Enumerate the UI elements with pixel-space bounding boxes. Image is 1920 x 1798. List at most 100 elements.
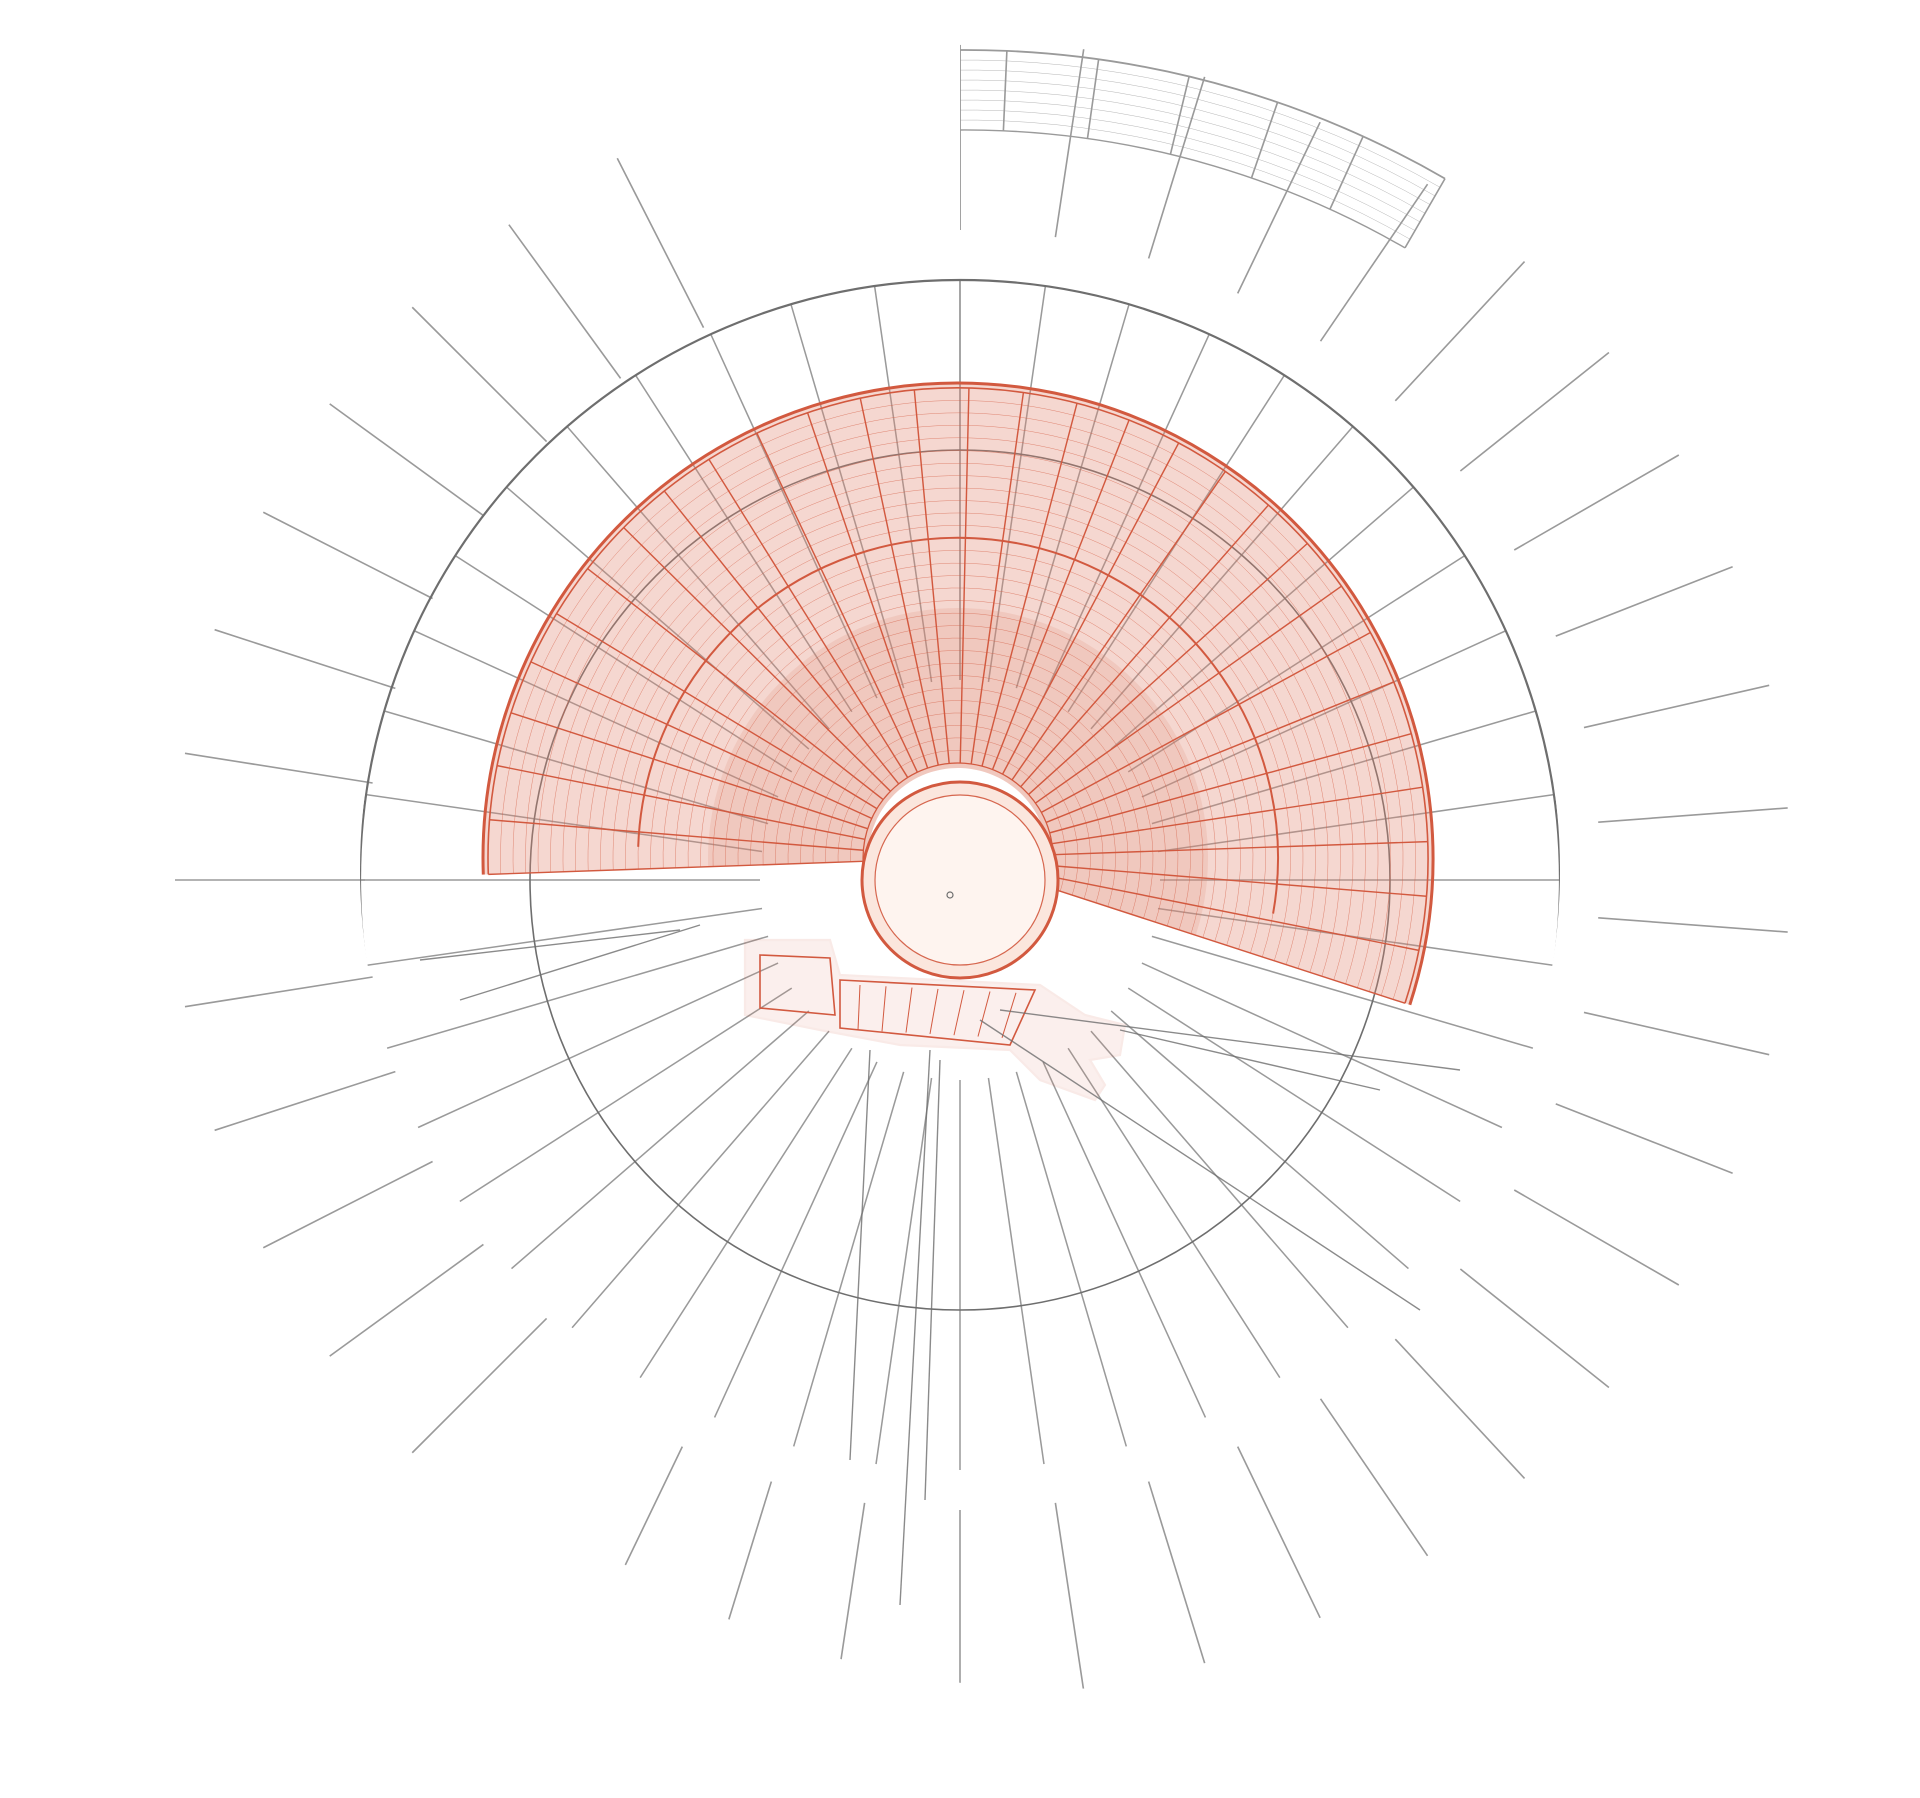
- center-point: [946, 891, 954, 899]
- outer-ring-aisle: [241, 1190, 406, 1285]
- outer-ring-aisle: [1459, 351, 1610, 472]
- outer-ring-aisle: [1147, 76, 1206, 259]
- left-ring-aisle: [1423, 307, 1557, 441]
- left-ring-aisle: [1177, 1470, 1236, 1651]
- stray-line: [849, 1049, 871, 1461]
- highlight-rows-aisle: [1028, 542, 1308, 795]
- outer-ring-aisle: [1054, 49, 1085, 238]
- outer-ring-aisle: [1459, 1268, 1610, 1389]
- outer-ring-aisle: [311, 1269, 460, 1387]
- outer-ring-aisle: [132, 808, 321, 822]
- outer-ring-aisle: [395, 262, 524, 401]
- left-ring-aisle: [1597, 753, 1785, 783]
- highlight-rows-aisle: [556, 612, 878, 810]
- middle-ring-aisle: [790, 1071, 905, 1456]
- outer-ring-aisle: [151, 1012, 336, 1054]
- left-ring-aisle: [411, 1317, 548, 1454]
- middle-ring-aisle: [1042, 333, 1210, 699]
- middle-ring-aisle: [1127, 987, 1466, 1206]
- left-ring-aisle: [857, 140, 889, 268]
- stray-line: [899, 1049, 931, 1606]
- outer-ring-aisle: [187, 1104, 364, 1173]
- middle-ring-aisle: [413, 962, 779, 1130]
- outer-ring-aisle: [311, 353, 460, 471]
- outer-top-block-seat-row: [580, 99, 1421, 223]
- outer-top-block-seat-row: [563, 59, 1441, 188]
- stage-partition: [881, 986, 887, 1032]
- outer-ring-aisle: [1598, 917, 1788, 933]
- highlight-rows-aisle: [859, 398, 939, 766]
- left-ring-aisle: [1487, 1244, 1641, 1356]
- middle-ring-aisle: [384, 710, 769, 825]
- stage-partition: [929, 988, 939, 1034]
- outer-top-block-aisle: [1250, 102, 1279, 179]
- outer-top-block-aisle: [1404, 178, 1446, 249]
- outer-ring-aisle: [241, 455, 406, 550]
- highlight-rows-aisle: [1011, 471, 1226, 781]
- stage-main-area: [839, 979, 1037, 1046]
- outer-ring-aisle: [1147, 1481, 1206, 1664]
- middle-ring-aisle: [987, 285, 1047, 683]
- middle-ring-boundary: [360, 278, 1560, 1470]
- middle-ring-aisle: [365, 793, 763, 853]
- left-ring-aisle: [508, 1381, 622, 1520]
- left-ring-aisle: [1537, 512, 1706, 598]
- central-arena-circle: [860, 780, 1060, 980]
- outer-ring-aisle: [1598, 807, 1788, 823]
- outer-ring-aisle: [714, 1481, 773, 1664]
- stray-line: [419, 929, 681, 961]
- stray-line: [999, 1009, 1461, 1071]
- left-ring-aisle: [214, 1070, 396, 1132]
- stray-line: [459, 924, 701, 1001]
- middle-ring-aisle: [384, 935, 769, 1050]
- outer-ring-aisle: [835, 1502, 866, 1689]
- highlight-rows-aisle: [510, 712, 868, 830]
- highlight-rows-aisle: [1051, 786, 1423, 845]
- highlight-rows-aisle: [1041, 631, 1371, 814]
- outer-ring-aisle: [1583, 684, 1770, 729]
- highlight-rows-aisle: [959, 388, 970, 764]
- highlight-rows-aisle: [1052, 840, 1428, 856]
- outer-ring-aisle: [560, 1398, 601, 1557]
- left-ring-aisle: [329, 403, 484, 517]
- outer-top-block-aisle: [1002, 50, 1008, 131]
- highlight-rows-aisle: [1001, 442, 1180, 775]
- highlight-rows-aisle: [1052, 865, 1427, 897]
- middle-ring-aisle: [873, 1077, 933, 1470]
- highlight-rows-aisle: [708, 459, 909, 778]
- left-ring-aisle: [1575, 630, 1756, 689]
- highlight-rows-aisle: [756, 432, 919, 773]
- outer-top-block-aisle: [560, 139, 594, 213]
- stage-partition: [857, 984, 861, 1031]
- middle-ring-aisle: [1127, 554, 1466, 773]
- outer-ring-aisle: [714, 76, 773, 259]
- middle-ring-aisle: [987, 1077, 1047, 1470]
- construction-lines: [419, 924, 1461, 1606]
- highlight-rows-aisle: [623, 527, 891, 792]
- outer-top-block-seat-row: [588, 119, 1411, 240]
- middle-ring-aisle: [1090, 1030, 1354, 1334]
- outer-top-block-aisle: [913, 51, 920, 132]
- stray-line: [1119, 1029, 1381, 1091]
- highlight-rows-aisle: [663, 490, 900, 785]
- left-ring-aisle: [1266, 1432, 1352, 1601]
- left-ring-aisle: [1537, 1161, 1706, 1247]
- stage-partition: [977, 991, 991, 1037]
- highlight-rows-aisle: [806, 412, 929, 769]
- middle-ring-aisle: [1157, 907, 1555, 967]
- left-ring-aisle: [184, 752, 373, 784]
- outer-ring-aisle: [1236, 121, 1321, 294]
- middle-ring-aisle: [365, 907, 763, 967]
- outer-top-block-aisle: [731, 78, 753, 157]
- highlight-rows-aisle: [530, 661, 872, 820]
- left-ring-aisle: [1487, 404, 1641, 516]
- middle-ring-aisle: [1110, 486, 1414, 750]
- middle-ring-aisle: [1015, 304, 1130, 689]
- outer-top-block-aisle: [643, 104, 673, 181]
- outer-top-block-aisle: [1086, 59, 1100, 139]
- middle-ring-aisle: [1110, 1010, 1414, 1274]
- highlight-rows-aisle: [1051, 875, 1419, 952]
- middle-ring-aisle: [413, 630, 779, 798]
- stage-partition: [905, 987, 913, 1033]
- left-ring-aisle: [262, 1160, 433, 1249]
